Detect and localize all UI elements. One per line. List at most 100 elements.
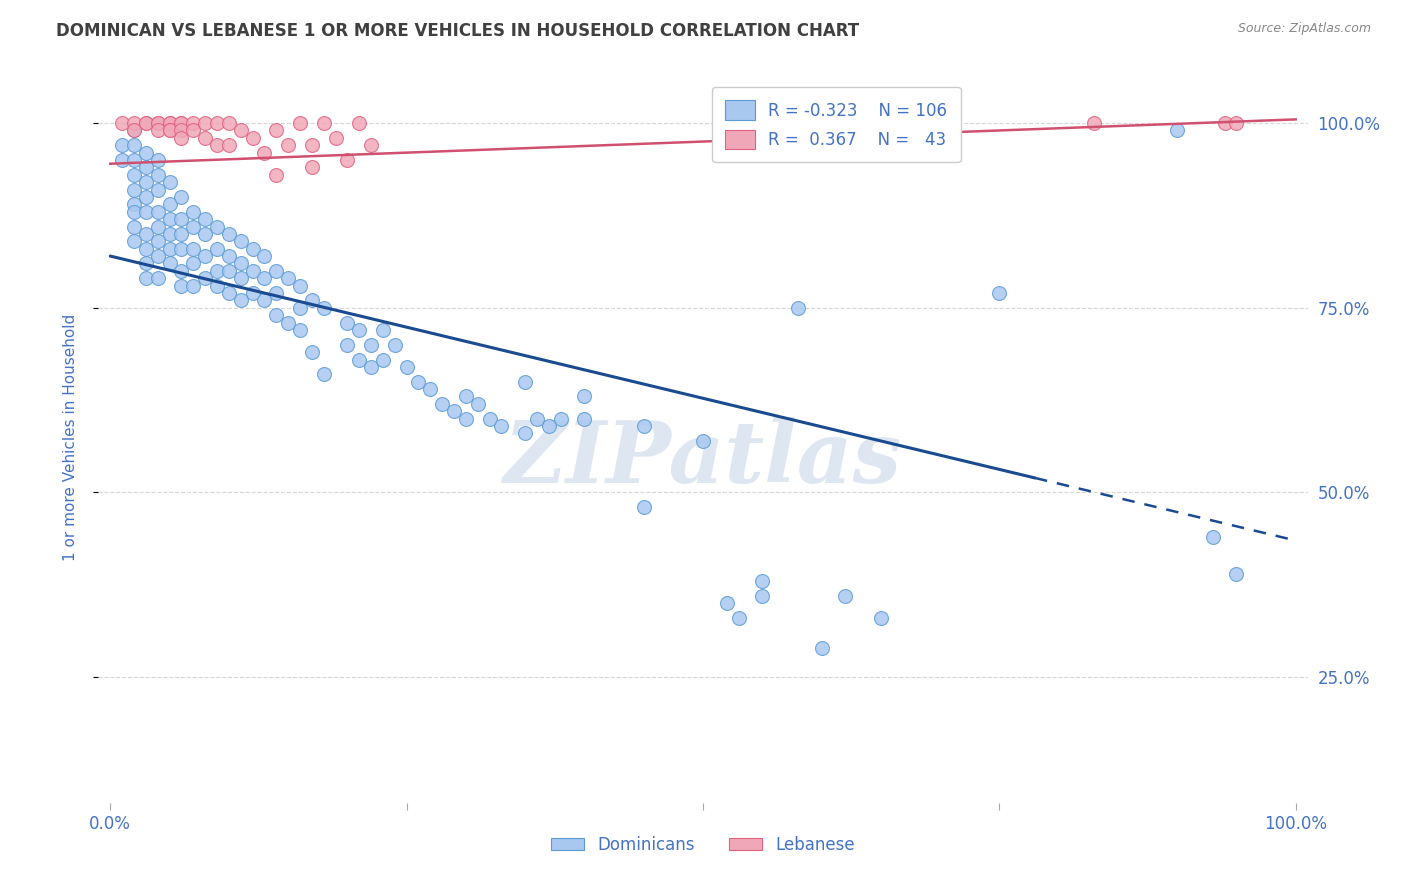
Point <box>264 123 287 137</box>
Point <box>288 278 311 293</box>
Point <box>633 500 655 515</box>
Point <box>146 249 169 263</box>
Point <box>170 116 193 130</box>
Point <box>432 397 454 411</box>
Point <box>834 589 856 603</box>
Point <box>218 138 240 153</box>
Point <box>325 131 347 145</box>
Point <box>218 264 240 278</box>
Point <box>146 168 169 182</box>
Point <box>122 219 145 234</box>
Point <box>111 138 134 153</box>
Point <box>454 411 477 425</box>
Point <box>218 249 240 263</box>
Point <box>515 426 537 441</box>
Point <box>159 116 181 130</box>
Point <box>181 219 204 234</box>
Point <box>181 116 204 130</box>
Point <box>419 382 441 396</box>
Point <box>146 219 169 234</box>
Point <box>810 640 832 655</box>
Point <box>347 116 370 130</box>
Point <box>181 256 204 270</box>
Point <box>574 389 596 403</box>
Point <box>159 197 181 211</box>
Point <box>135 271 157 285</box>
Point <box>371 323 394 337</box>
Point <box>360 138 382 153</box>
Point <box>454 389 477 403</box>
Point <box>159 123 181 137</box>
Point <box>170 264 193 278</box>
Point <box>301 345 323 359</box>
Point <box>146 153 169 167</box>
Point <box>253 293 276 308</box>
Point <box>264 168 287 182</box>
Legend: Dominicans, Lebanese: Dominicans, Lebanese <box>544 829 862 860</box>
Point <box>205 219 228 234</box>
Point <box>242 242 264 256</box>
Point <box>229 256 252 270</box>
Point <box>170 278 193 293</box>
Point <box>122 197 145 211</box>
Point <box>264 264 287 278</box>
Point <box>205 116 228 130</box>
Point <box>218 116 240 130</box>
Point <box>574 411 596 425</box>
Point <box>253 249 276 263</box>
Point <box>170 227 193 241</box>
Point <box>716 596 738 610</box>
Point <box>229 271 252 285</box>
Point <box>135 242 157 256</box>
Point <box>242 131 264 145</box>
Point <box>288 323 311 337</box>
Point <box>384 337 406 351</box>
Point <box>336 337 359 351</box>
Point <box>122 138 145 153</box>
Point <box>360 359 382 374</box>
Point <box>467 397 489 411</box>
Point <box>146 235 169 249</box>
Point <box>159 212 181 227</box>
Point <box>122 123 145 137</box>
Point <box>229 235 252 249</box>
Point <box>692 434 714 448</box>
Point <box>122 153 145 167</box>
Point <box>181 278 204 293</box>
Point <box>537 419 560 434</box>
Point <box>159 123 181 137</box>
Point <box>312 116 335 130</box>
Point <box>159 227 181 241</box>
Point <box>277 316 299 330</box>
Point <box>135 175 157 189</box>
Point <box>229 123 252 137</box>
Point <box>288 301 311 315</box>
Point <box>1213 116 1236 130</box>
Point <box>122 116 145 130</box>
Point <box>135 256 157 270</box>
Point <box>194 131 217 145</box>
Point <box>170 131 193 145</box>
Point <box>786 301 808 315</box>
Point <box>277 138 299 153</box>
Point <box>1202 530 1225 544</box>
Point <box>146 123 169 137</box>
Point <box>146 204 169 219</box>
Point <box>194 116 217 130</box>
Point <box>159 242 181 256</box>
Point <box>146 271 169 285</box>
Point <box>395 359 418 374</box>
Point <box>242 264 264 278</box>
Point <box>135 190 157 204</box>
Point <box>515 375 537 389</box>
Point <box>301 161 323 175</box>
Point <box>869 611 891 625</box>
Point <box>194 249 217 263</box>
Point <box>205 278 228 293</box>
Point <box>869 131 891 145</box>
Point <box>336 153 359 167</box>
Point <box>218 227 240 241</box>
Point <box>751 574 773 589</box>
Point <box>751 589 773 603</box>
Point <box>347 352 370 367</box>
